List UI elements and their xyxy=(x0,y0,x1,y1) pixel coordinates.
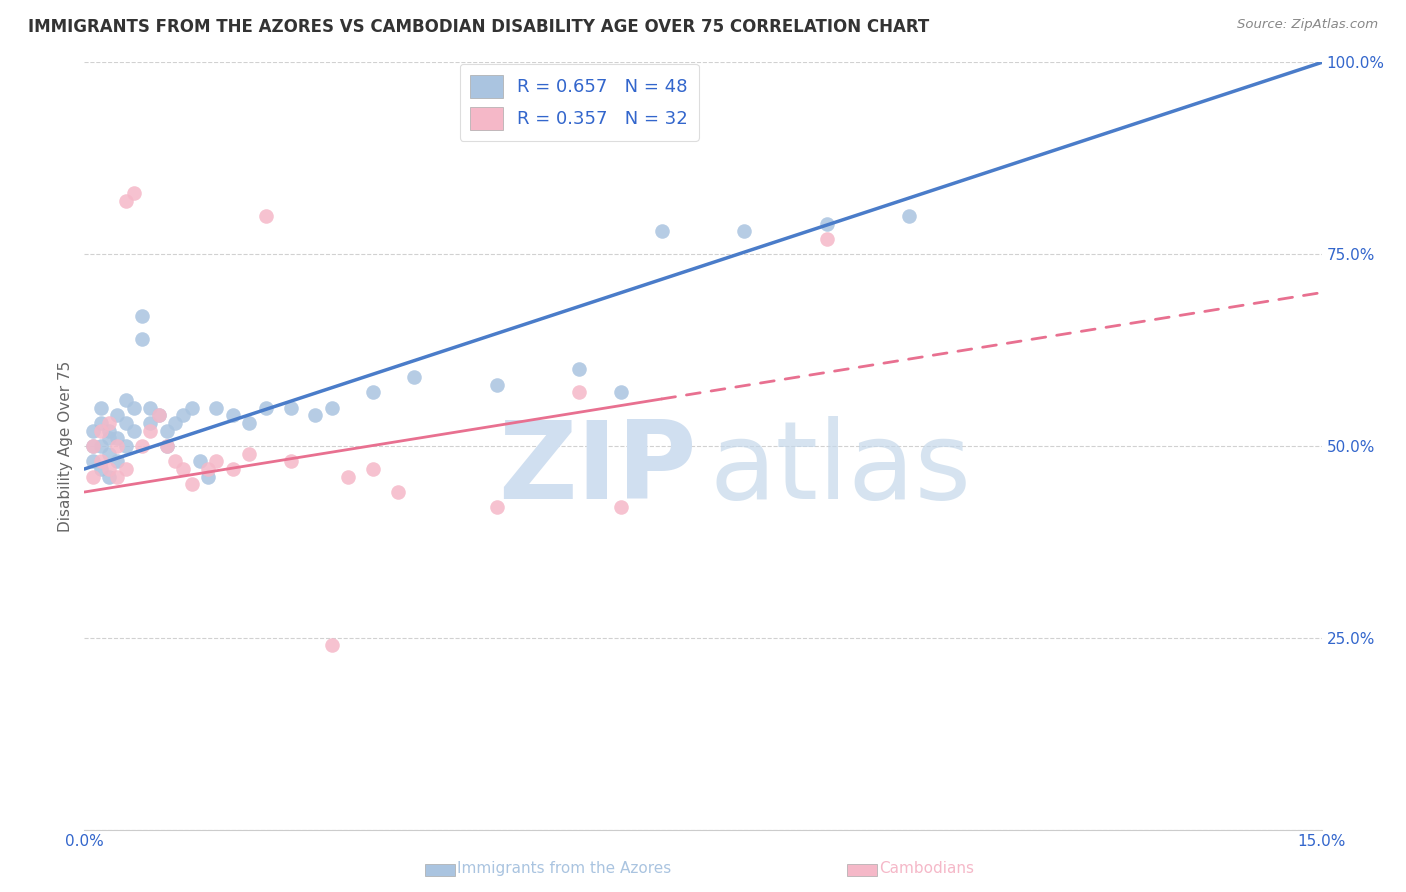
Point xyxy=(222,462,245,476)
Point xyxy=(98,447,121,461)
Point xyxy=(82,439,104,453)
Point xyxy=(361,385,384,400)
Point xyxy=(361,462,384,476)
Text: Source: ZipAtlas.com: Source: ZipAtlas.com xyxy=(1237,18,1378,31)
Point xyxy=(238,416,260,430)
Point xyxy=(98,416,121,430)
Point xyxy=(205,401,228,415)
Point xyxy=(304,409,326,423)
Point xyxy=(180,477,202,491)
Point xyxy=(139,424,162,438)
Point xyxy=(122,401,145,415)
Point xyxy=(90,462,112,476)
Point xyxy=(90,401,112,415)
Point xyxy=(105,409,128,423)
Text: Immigrants from the Azores: Immigrants from the Azores xyxy=(457,862,671,876)
Point xyxy=(898,209,921,223)
Point xyxy=(815,232,838,246)
Point xyxy=(122,186,145,200)
Point xyxy=(222,409,245,423)
Point xyxy=(172,462,194,476)
Point xyxy=(82,439,104,453)
Point xyxy=(139,416,162,430)
Point xyxy=(568,362,591,376)
Point xyxy=(609,385,631,400)
Point xyxy=(98,424,121,438)
Legend: R = 0.657   N = 48, R = 0.357   N = 32: R = 0.657 N = 48, R = 0.357 N = 32 xyxy=(460,64,699,141)
Point xyxy=(131,332,153,346)
Point xyxy=(197,462,219,476)
Point xyxy=(122,424,145,438)
Point xyxy=(180,401,202,415)
Point xyxy=(238,447,260,461)
Point xyxy=(254,401,277,415)
Point xyxy=(609,500,631,515)
Point xyxy=(165,416,187,430)
Point xyxy=(98,431,121,445)
Point xyxy=(156,424,179,438)
Point xyxy=(105,454,128,468)
Point xyxy=(98,469,121,483)
Point xyxy=(165,454,187,468)
Point xyxy=(337,469,360,483)
Point xyxy=(114,416,136,430)
Point xyxy=(82,424,104,438)
Point xyxy=(651,224,673,238)
Point xyxy=(485,500,508,515)
Point xyxy=(131,309,153,323)
Text: Cambodians: Cambodians xyxy=(879,862,974,876)
Bar xyxy=(425,864,456,876)
Point xyxy=(156,439,179,453)
Bar xyxy=(846,864,877,876)
Point xyxy=(321,639,343,653)
Point xyxy=(172,409,194,423)
Point xyxy=(114,439,136,453)
Text: IMMIGRANTS FROM THE AZORES VS CAMBODIAN DISABILITY AGE OVER 75 CORRELATION CHART: IMMIGRANTS FROM THE AZORES VS CAMBODIAN … xyxy=(28,18,929,36)
Point xyxy=(105,469,128,483)
Point xyxy=(98,462,121,476)
Point xyxy=(254,209,277,223)
Point xyxy=(139,401,162,415)
Point xyxy=(733,224,755,238)
Point xyxy=(105,439,128,453)
Point xyxy=(280,401,302,415)
Point xyxy=(90,416,112,430)
Point xyxy=(131,439,153,453)
Point xyxy=(815,217,838,231)
Point xyxy=(114,194,136,208)
Point xyxy=(485,377,508,392)
Point xyxy=(387,485,409,500)
Point xyxy=(90,424,112,438)
Point xyxy=(280,454,302,468)
Point xyxy=(568,385,591,400)
Point xyxy=(114,392,136,407)
Point xyxy=(321,401,343,415)
Point xyxy=(205,454,228,468)
Y-axis label: Disability Age Over 75: Disability Age Over 75 xyxy=(58,360,73,532)
Point xyxy=(90,454,112,468)
Point xyxy=(105,431,128,445)
Point xyxy=(188,454,211,468)
Point xyxy=(197,469,219,483)
Point xyxy=(404,370,426,384)
Point xyxy=(148,409,170,423)
Point xyxy=(82,454,104,468)
Text: ZIP: ZIP xyxy=(498,416,697,522)
Text: atlas: atlas xyxy=(709,416,972,522)
Point xyxy=(90,439,112,453)
Point xyxy=(114,462,136,476)
Point xyxy=(156,439,179,453)
Point xyxy=(82,469,104,483)
Point xyxy=(148,409,170,423)
Point xyxy=(1146,40,1168,54)
